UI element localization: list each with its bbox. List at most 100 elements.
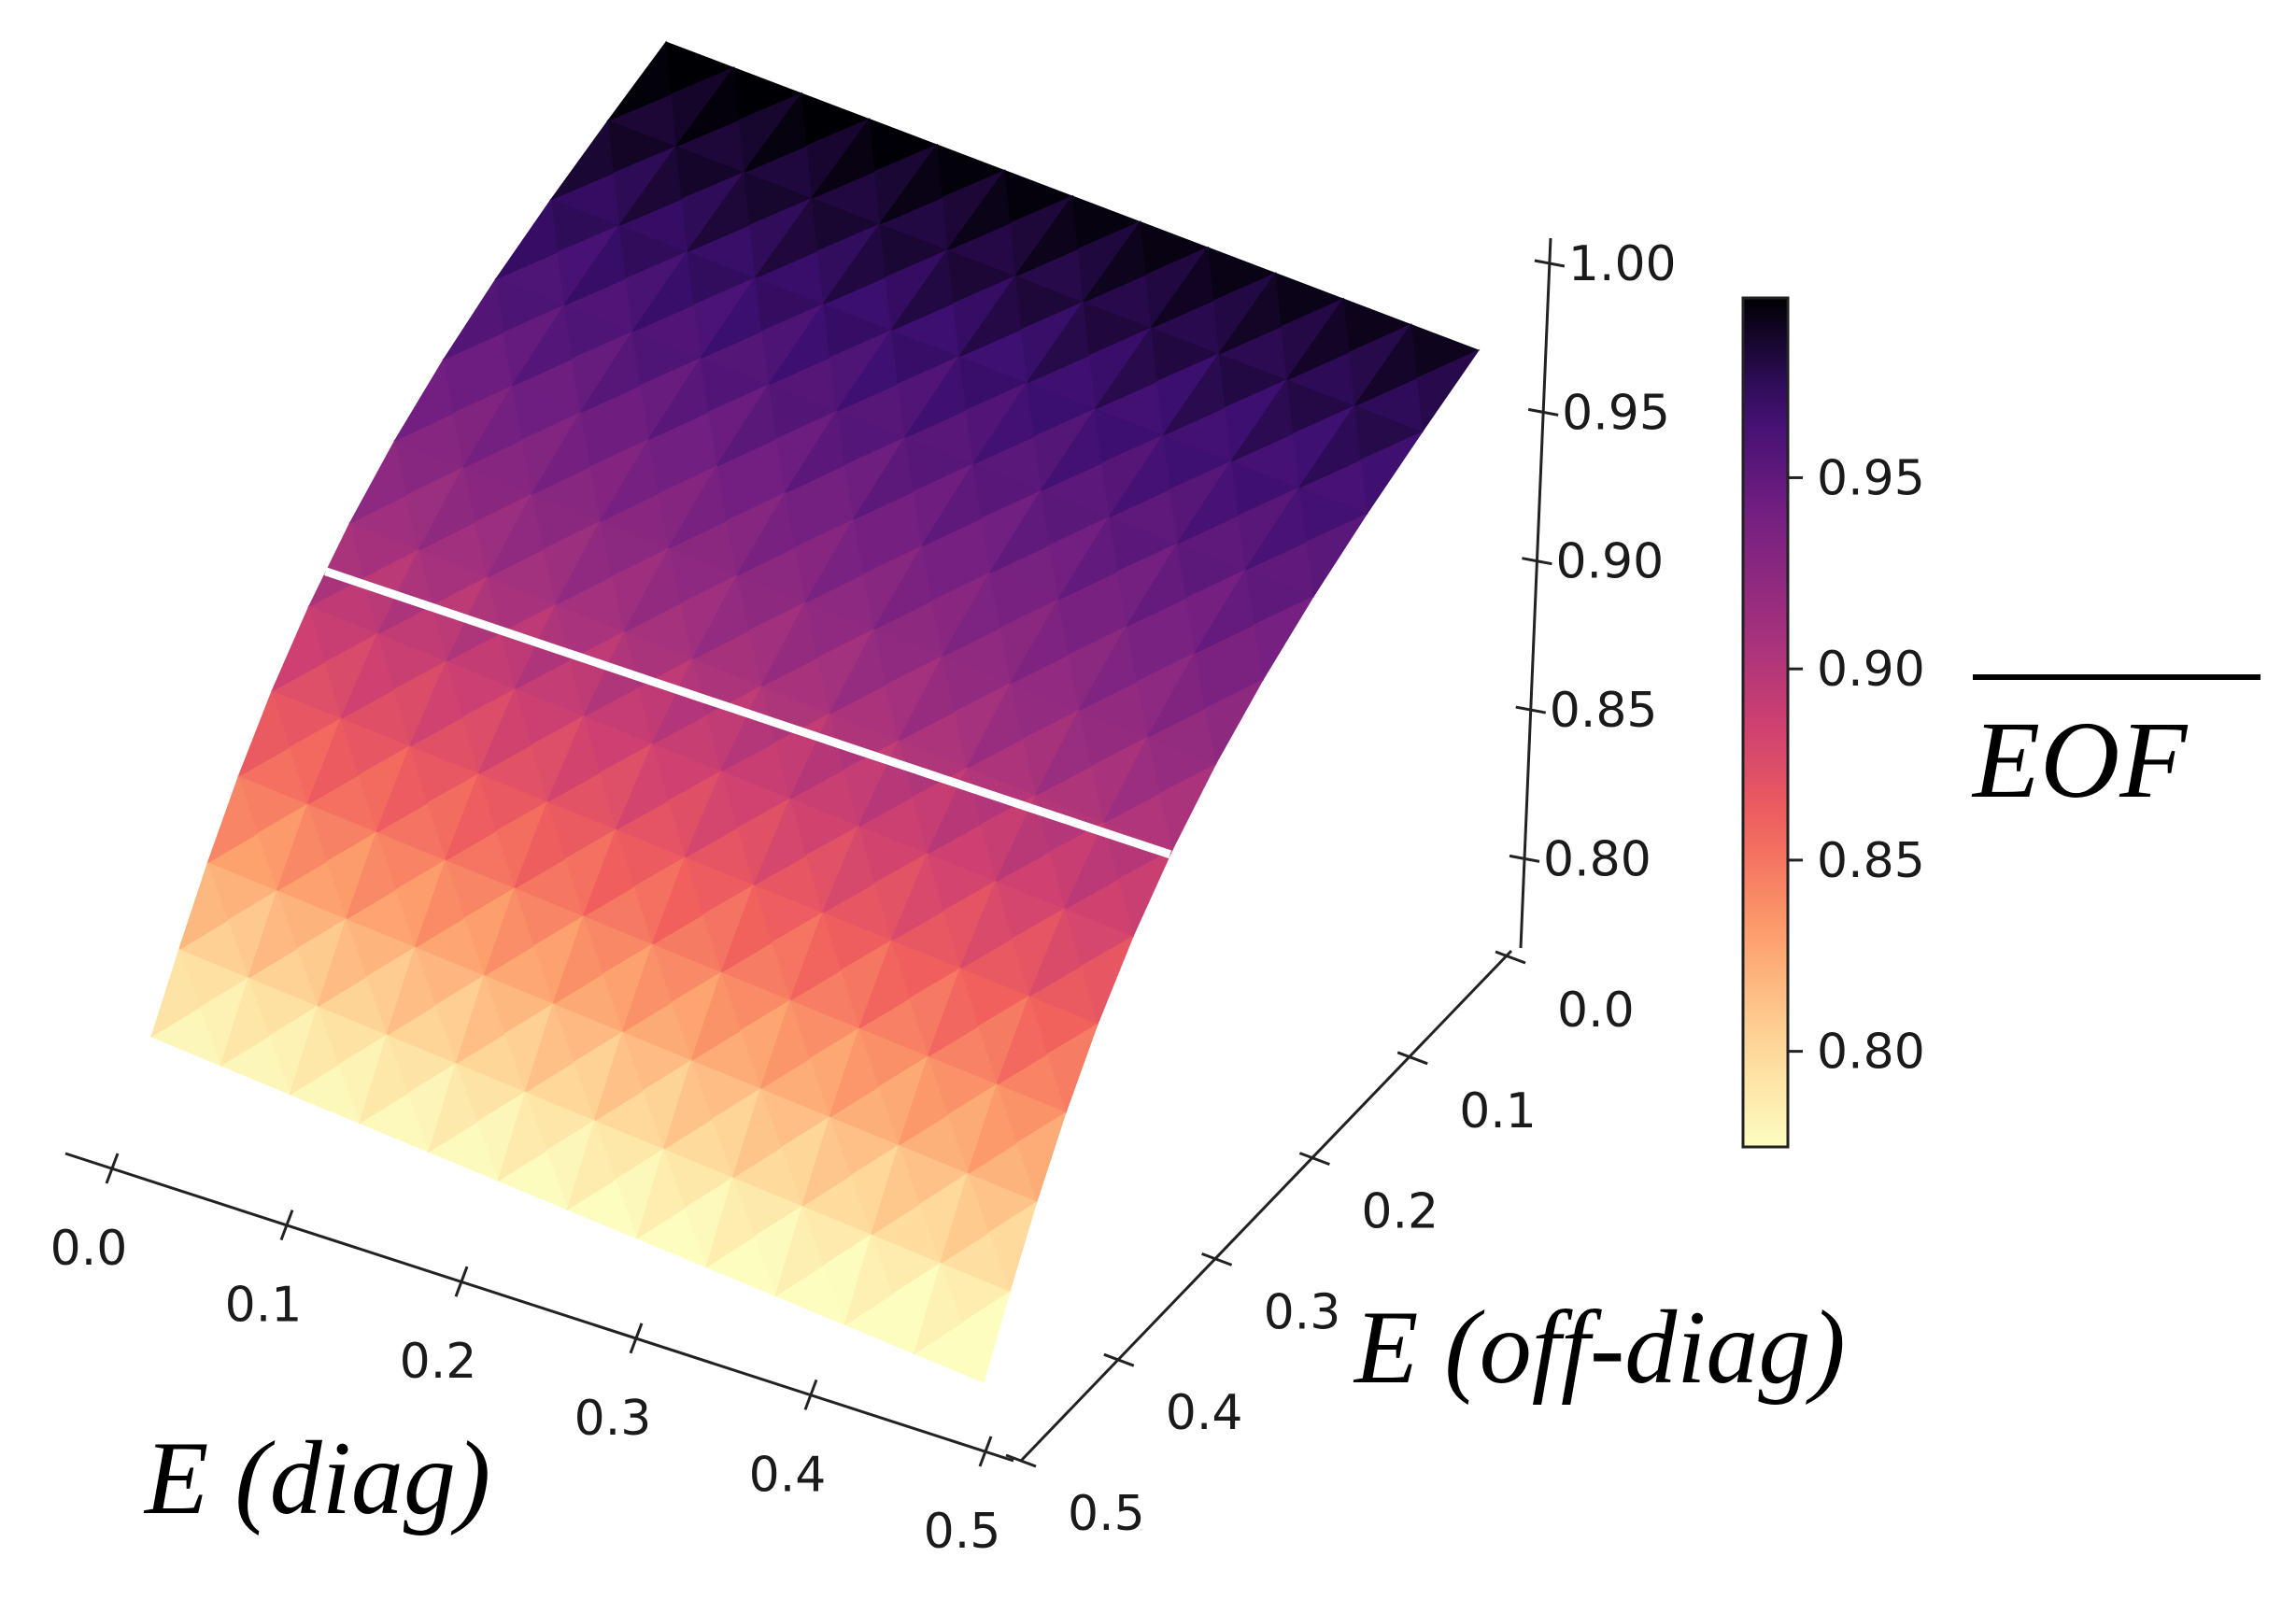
contour-line-0-90 [324, 567, 1172, 859]
surface-facet [715, 383, 777, 468]
surface-facet [877, 143, 942, 226]
surface-facet [767, 303, 830, 387]
surface-facet [393, 358, 454, 442]
surface-facet [1034, 709, 1092, 797]
y-tick-0.5-mark [1005, 1453, 1037, 1468]
surface-facet [150, 948, 201, 1039]
surface-facet [913, 1262, 963, 1355]
surface-facet [1297, 404, 1361, 489]
surface-facet [996, 995, 1048, 1086]
surface-facet [1243, 486, 1307, 572]
surface-facet [941, 572, 1000, 658]
surface-facet [939, 1172, 989, 1265]
surface-facet [835, 329, 899, 413]
surface-facet [920, 462, 982, 548]
surface-facet [606, 40, 672, 122]
surface-facet [829, 1026, 879, 1119]
z-tick-1.00-mark [1534, 259, 1566, 268]
surface-facet [821, 825, 875, 914]
surface-facet [821, 222, 886, 306]
surface-facet [685, 171, 750, 254]
surface-facet [615, 743, 669, 831]
surface-facet [1125, 542, 1186, 629]
surface-facet [271, 604, 325, 692]
surface-facet [206, 774, 259, 864]
surface-facet [599, 438, 659, 523]
colorbar-tick-0.95-label: 0.95 [1817, 450, 1925, 506]
surface-facet [1039, 407, 1102, 492]
z-axis-ticks: 0.80 0.85 0.90 0.95 1.00 [1509, 236, 1677, 887]
surface-facet [582, 630, 639, 718]
x-tick-0.0-label: 0.0 [50, 1221, 128, 1277]
surface-facet [890, 852, 944, 942]
surface-facet [788, 912, 842, 1002]
y-tick-0.0-mark [1495, 950, 1526, 965]
surface-facet [510, 304, 573, 388]
surface-facet [1353, 323, 1417, 407]
surface-facet [289, 1005, 339, 1096]
colorbar-tick-0.85-label: 0.85 [1817, 833, 1925, 889]
surface-facet [220, 976, 270, 1067]
surface-facet [552, 914, 603, 1006]
colorbar-tick-0.80-label: 0.80 [1817, 1025, 1925, 1081]
x-tick-0.2-label: 0.2 [400, 1334, 477, 1390]
surface-facet [927, 967, 979, 1058]
surface-facet [375, 744, 428, 834]
surface-facet [348, 439, 407, 525]
surface-facet [486, 493, 544, 579]
x-axis-ticks: 0.0 0.1 0.2 0.3 0.4 0.5 [50, 1153, 1000, 1560]
surface-facet [237, 689, 291, 778]
y-tick-0.1-mark [1396, 1051, 1428, 1066]
z-tick-0.80-mark [1509, 854, 1540, 863]
surface-facet [513, 800, 566, 890]
surface-facet [339, 632, 394, 720]
y-axis-ticks: 0.0 0.1 0.2 0.3 0.4 0.5 [1005, 950, 1635, 1542]
surface-facet [444, 772, 497, 862]
surface-facet [358, 1033, 409, 1125]
surface-facet [1284, 297, 1350, 382]
colorbar-tick-0.90-label: 0.90 [1817, 642, 1925, 698]
surface-facet [691, 573, 749, 660]
surface-facet [742, 92, 807, 174]
surface-facet [247, 889, 298, 980]
surface-facet [783, 410, 845, 495]
surface-facet [872, 545, 932, 631]
surface-facet [622, 546, 681, 633]
surface-facet [957, 275, 1022, 359]
surface-facet [988, 489, 1050, 574]
surface-facet [1149, 246, 1214, 330]
surface-facet [690, 970, 742, 1062]
surface-facet [578, 331, 641, 415]
surface-facet [549, 119, 614, 201]
surface-facet [276, 802, 327, 893]
z-axis-line [1519, 237, 1552, 949]
surface-facet [1145, 652, 1206, 739]
surface-facet [828, 628, 886, 715]
surface-facet [719, 685, 776, 773]
surface-facet [759, 601, 818, 688]
surface-facet [662, 1059, 713, 1151]
surface-facet [316, 917, 367, 1008]
z-tick-1.00-label: 1.00 [1568, 236, 1677, 292]
surface-facet [889, 248, 954, 333]
surface-facet [699, 276, 762, 361]
x-tick-0.0-mark [105, 1153, 120, 1184]
x-axis-line [64, 1152, 1014, 1463]
surface-facet [966, 1082, 1017, 1175]
x-tick-0.4-mark [803, 1379, 818, 1410]
z-tick-0.90-label: 0.90 [1555, 534, 1664, 590]
y-tick-0.3-mark [1201, 1252, 1233, 1266]
x-tick-0.2-mark [454, 1266, 469, 1297]
surface-facet [673, 66, 740, 149]
surface-facet [1077, 625, 1137, 712]
surface-facet [646, 357, 709, 441]
surface-facet [497, 1090, 547, 1182]
surface-facet [945, 169, 1011, 252]
surface-facet [631, 250, 694, 333]
surface-facet [965, 682, 1023, 770]
z-tick-0.95-mark [1527, 407, 1559, 417]
y-tick-0.3-label: 0.3 [1264, 1284, 1341, 1340]
surface-facet [857, 939, 910, 1030]
surface-facet [635, 1148, 686, 1239]
